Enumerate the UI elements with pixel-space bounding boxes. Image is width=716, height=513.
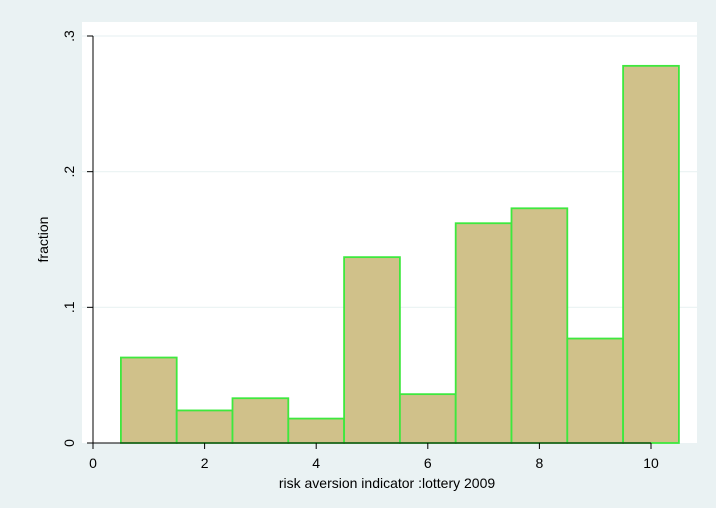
- bar-5: [343, 256, 401, 444]
- bar-9: [566, 337, 624, 444]
- x-tick-label-2: 4: [312, 455, 320, 471]
- bar-3: [231, 397, 290, 444]
- bar-2: [175, 409, 234, 444]
- x-axis-label: risk aversion indicator :lottery 2009: [279, 475, 496, 491]
- bar-1: [120, 356, 178, 444]
- x-tick-label-5: 10: [643, 455, 659, 471]
- x-tick-label-3: 6: [424, 455, 432, 471]
- x-tick-label-0: 0: [89, 455, 97, 471]
- bar-7: [454, 222, 513, 444]
- y-axis-label: fraction: [35, 217, 51, 263]
- bar-10: [622, 64, 680, 444]
- bar-8: [510, 207, 569, 444]
- y-tick-label-2: .2: [61, 166, 77, 178]
- y-tick-label-1: .1: [61, 301, 77, 313]
- axes: 0 .1 .2 .3 0 2 4 6 8 10: [61, 30, 659, 471]
- bar-6: [398, 393, 457, 444]
- bar-4: [287, 417, 345, 444]
- x-tick-label-1: 2: [201, 455, 209, 471]
- bars: [120, 64, 680, 444]
- y-tick-label-0: 0: [61, 439, 77, 447]
- y-tick-label-3: .3: [61, 30, 77, 42]
- x-tick-label-4: 8: [536, 455, 544, 471]
